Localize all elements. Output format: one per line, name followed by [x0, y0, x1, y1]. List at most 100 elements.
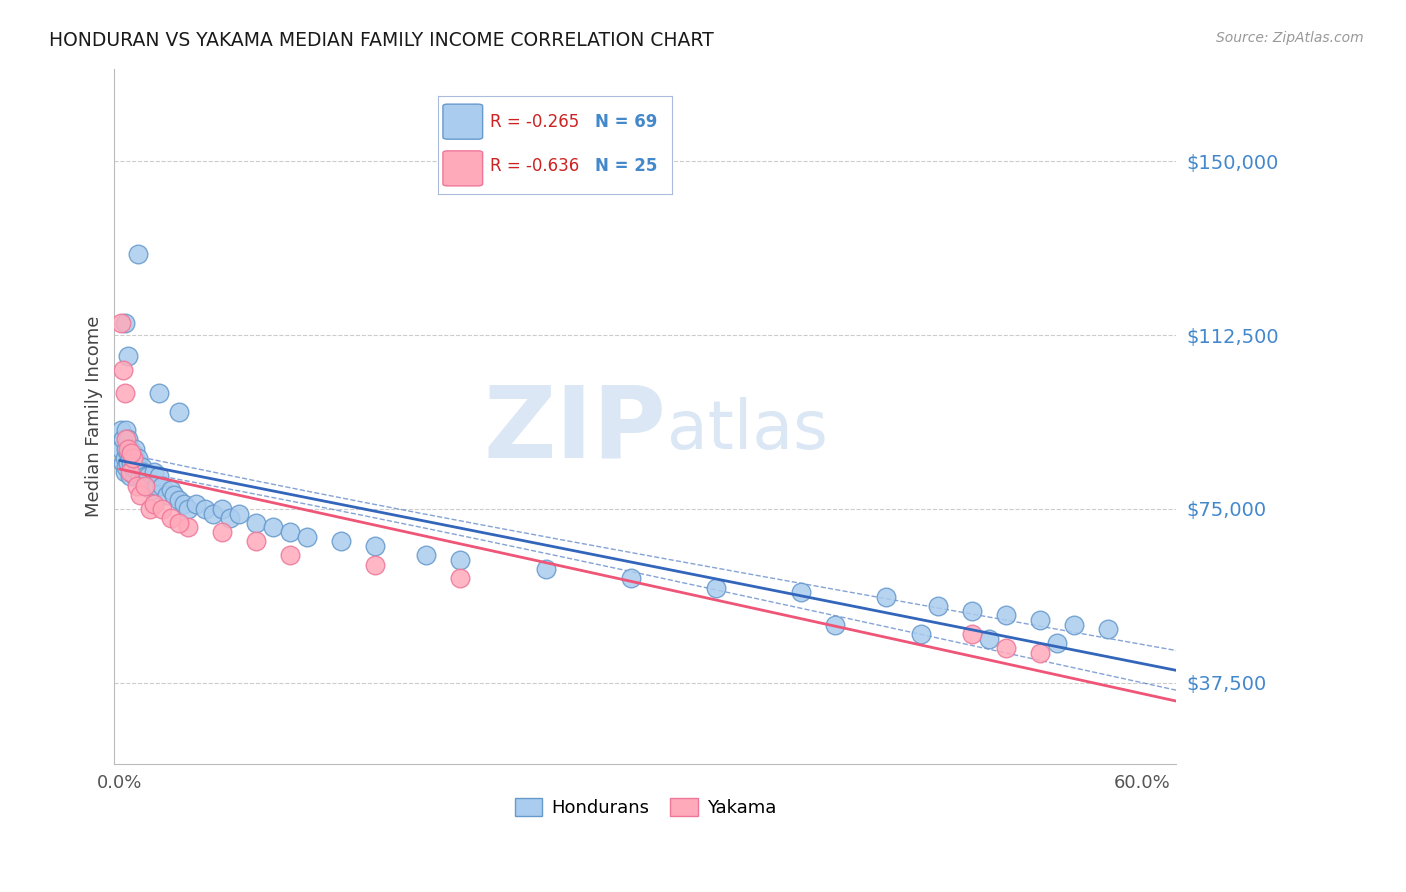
Point: [977, 632, 1000, 646]
Point: [159, 483, 181, 498]
Point: [960, 627, 983, 641]
Point: [620, 571, 643, 585]
Point: [139, 479, 162, 493]
Point: [118, 465, 141, 479]
Point: [120, 446, 142, 460]
Point: [134, 479, 156, 493]
Point: [122, 446, 145, 460]
Point: [1029, 646, 1052, 660]
Point: [295, 530, 318, 544]
Point: [111, 456, 134, 470]
Point: [135, 479, 157, 493]
Point: [125, 456, 148, 470]
Point: [120, 456, 142, 470]
Point: [262, 520, 284, 534]
Point: [960, 604, 983, 618]
Point: [875, 590, 897, 604]
Point: [142, 497, 165, 511]
Point: [110, 423, 132, 437]
Point: [134, 469, 156, 483]
Point: [115, 460, 138, 475]
Point: [176, 520, 198, 534]
Point: [124, 442, 146, 456]
Point: [114, 450, 136, 465]
Point: [124, 450, 146, 465]
Point: [790, 585, 813, 599]
Point: [118, 442, 141, 456]
Point: [127, 450, 149, 465]
Point: [1029, 613, 1052, 627]
Point: [156, 488, 179, 502]
Point: [1046, 636, 1069, 650]
Point: [994, 640, 1017, 655]
Point: [114, 317, 136, 331]
Point: [117, 446, 139, 460]
Text: HONDURAN VS YAKAMA MEDIAN FAMILY INCOME CORRELATION CHART: HONDURAN VS YAKAMA MEDIAN FAMILY INCOME …: [49, 31, 714, 50]
Point: [142, 465, 165, 479]
Point: [124, 469, 146, 483]
Point: [824, 617, 846, 632]
Point: [146, 479, 169, 493]
Point: [330, 534, 353, 549]
Point: [364, 558, 387, 572]
Point: [704, 581, 727, 595]
Point: [115, 433, 138, 447]
Point: [202, 507, 225, 521]
Point: [159, 511, 181, 525]
Point: [927, 599, 949, 614]
Point: [117, 433, 139, 447]
Point: [910, 627, 932, 641]
Point: [127, 460, 149, 475]
Point: [141, 483, 163, 498]
Point: [415, 548, 437, 562]
Point: [167, 404, 190, 418]
Point: [129, 469, 152, 483]
Point: [120, 465, 142, 479]
Point: [211, 524, 233, 539]
Point: [131, 460, 153, 475]
Point: [150, 501, 173, 516]
Point: [115, 442, 138, 456]
Point: [117, 442, 139, 456]
Point: [114, 465, 136, 479]
Point: [117, 349, 139, 363]
Point: [129, 488, 152, 502]
Y-axis label: Median Family Income: Median Family Income: [86, 316, 103, 516]
Point: [118, 469, 141, 483]
Point: [114, 386, 136, 401]
Point: [132, 465, 155, 479]
Point: [125, 465, 148, 479]
Point: [1097, 623, 1119, 637]
Point: [194, 501, 217, 516]
Point: [150, 479, 173, 493]
Point: [138, 469, 160, 483]
Legend: Hondurans, Yakama: Hondurans, Yakama: [508, 790, 783, 824]
Point: [111, 363, 134, 377]
Point: [228, 507, 250, 521]
Point: [176, 501, 198, 516]
Point: [110, 442, 132, 456]
Point: [994, 608, 1017, 623]
Point: [122, 460, 145, 475]
Point: [115, 423, 138, 437]
Point: [139, 501, 162, 516]
Point: [163, 488, 186, 502]
Point: [111, 433, 134, 447]
Point: [278, 548, 301, 562]
Point: [117, 456, 139, 470]
Point: [125, 479, 148, 493]
Point: [167, 516, 190, 530]
Point: [245, 516, 267, 530]
Point: [211, 501, 233, 516]
Point: [449, 553, 471, 567]
Point: [245, 534, 267, 549]
Text: atlas: atlas: [666, 397, 827, 463]
Point: [186, 497, 208, 511]
Point: [118, 450, 141, 465]
Point: [148, 469, 170, 483]
Point: [110, 317, 132, 331]
Point: [364, 539, 387, 553]
Point: [534, 562, 557, 576]
Point: [1063, 617, 1085, 632]
Point: [122, 450, 145, 465]
